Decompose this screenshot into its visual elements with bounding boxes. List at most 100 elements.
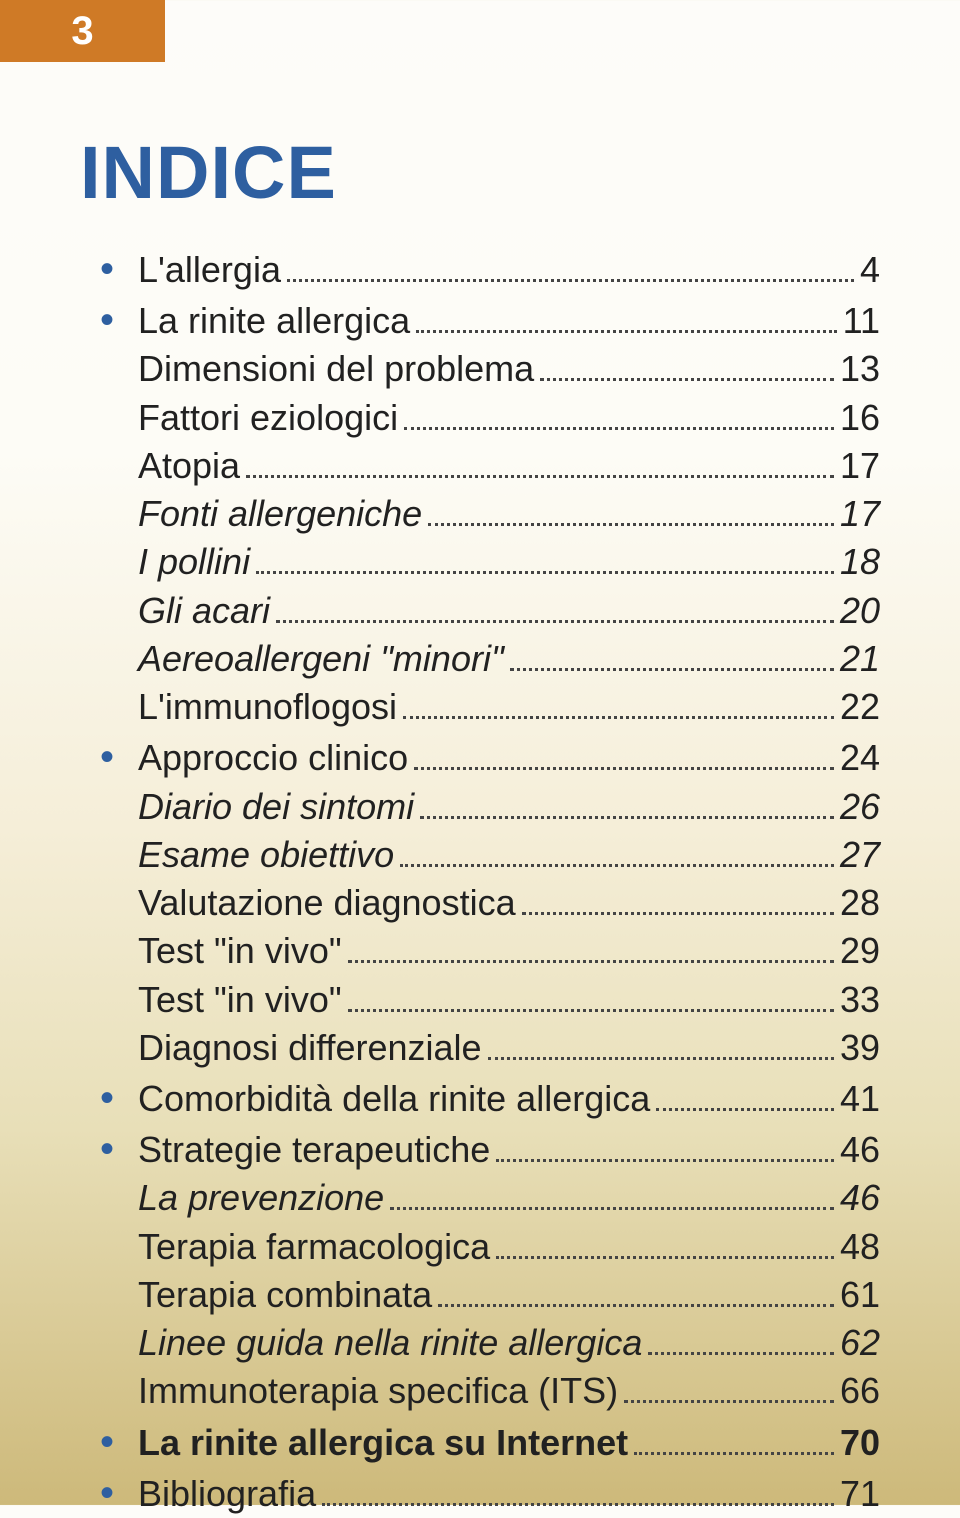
- toc-page-number: 61: [840, 1271, 880, 1319]
- toc-label: Fonti allergeniche: [138, 490, 422, 538]
- toc-leader-dots: [416, 330, 836, 333]
- toc-label: Aereoallergeni "minori": [138, 635, 504, 683]
- toc-page-number: 46: [840, 1174, 880, 1222]
- toc-label: Valutazione diagnostica: [138, 879, 516, 927]
- toc-page-number: 13: [840, 345, 880, 393]
- toc-page-number: 18: [840, 538, 880, 586]
- toc-entry: •Bibliografia 71: [80, 1467, 880, 1518]
- toc-entry: Dimensioni del problema 13: [80, 345, 880, 393]
- toc-page-number: 28: [840, 879, 880, 927]
- toc-entry: Linee guida nella rinite allergica 62: [80, 1319, 880, 1367]
- toc-entry: La prevenzione 46: [80, 1174, 880, 1222]
- toc-entry: I pollini 18: [80, 538, 880, 586]
- toc-leader-dots: [256, 571, 834, 574]
- toc-entry: Test "in vivo" 29: [80, 927, 880, 975]
- toc-page-number: 62: [840, 1319, 880, 1367]
- toc-label: Atopia: [138, 442, 240, 490]
- toc-leader-dots: [438, 1304, 834, 1307]
- toc-leader-dots: [322, 1503, 834, 1506]
- toc-page-number: 29: [840, 927, 880, 975]
- toc-leader-dots: [648, 1352, 834, 1355]
- toc-leader-dots: [348, 1009, 834, 1012]
- toc-label: La rinite allergica: [138, 297, 410, 345]
- toc-page-number: 66: [840, 1367, 880, 1415]
- toc-entry: Fonti allergeniche 17: [80, 490, 880, 538]
- toc-leader-dots: [488, 1057, 834, 1060]
- page-number: 3: [71, 9, 93, 54]
- toc-label: Esame obiettivo: [138, 831, 394, 879]
- toc-entry: Terapia combinata61: [80, 1271, 880, 1319]
- toc-entry: Diagnosi differenziale 39: [80, 1024, 880, 1072]
- bullet-icon: •: [80, 731, 138, 777]
- table-of-contents: •L'allergia4•La rinite allergica11Dimens…: [80, 243, 880, 1518]
- toc-label: Gli acari: [138, 587, 270, 635]
- toc-entry: •Approccio clinico 24: [80, 731, 880, 782]
- toc-label: Dimensioni del problema: [138, 345, 534, 393]
- toc-page-number: 17: [840, 442, 880, 490]
- toc-entry: Fattori eziologici16: [80, 394, 880, 442]
- toc-leader-dots: [246, 475, 834, 478]
- toc-leader-dots: [496, 1256, 834, 1259]
- toc-entry: •Strategie terapeutiche46: [80, 1123, 880, 1174]
- toc-leader-dots: [510, 668, 834, 671]
- toc-page-number: 20: [840, 587, 880, 635]
- toc-entry: Terapia farmacologica 48: [80, 1223, 880, 1271]
- toc-entry: •La rinite allergica su Internet70: [80, 1416, 880, 1467]
- toc-label: Diario dei sintomi: [138, 783, 414, 831]
- toc-page-number: 41: [840, 1075, 880, 1123]
- toc-label: L'immunoflogosi: [138, 683, 397, 731]
- toc-entry: Diario dei sintomi 26: [80, 783, 880, 831]
- toc-leader-dots: [540, 378, 834, 381]
- toc-leader-dots: [390, 1207, 834, 1210]
- toc-leader-dots: [522, 912, 834, 915]
- toc-page-number: 26: [840, 783, 880, 831]
- toc-entry: •La rinite allergica 11: [80, 294, 880, 345]
- toc-entry: •L'allergia 4: [80, 243, 880, 294]
- toc-page-number: 22: [840, 683, 880, 731]
- toc-entry: L'immunoflogosi 22: [80, 683, 880, 731]
- page-number-tab: 3: [0, 0, 165, 62]
- toc-page-number: 48: [840, 1223, 880, 1271]
- toc-leader-dots: [656, 1108, 834, 1111]
- bullet-icon: •: [80, 1416, 138, 1462]
- toc-page-number: 71: [840, 1470, 880, 1518]
- content-area: INDICE •L'allergia4•La rinite allergica1…: [80, 130, 880, 1518]
- toc-label: Immunoterapia specifica (ITS): [138, 1367, 618, 1415]
- toc-page-number: 21: [840, 635, 880, 683]
- page-title: INDICE: [80, 130, 880, 215]
- toc-label: I pollini: [138, 538, 250, 586]
- toc-entry: •Comorbidità della rinite allergica41: [80, 1072, 880, 1123]
- toc-entry: Atopia 17: [80, 442, 880, 490]
- toc-leader-dots: [403, 716, 834, 719]
- toc-leader-dots: [420, 816, 834, 819]
- bullet-icon: •: [80, 1467, 138, 1513]
- toc-label: Diagnosi differenziale: [138, 1024, 482, 1072]
- toc-page-number: 24: [840, 734, 880, 782]
- toc-label: Bibliografia: [138, 1470, 316, 1518]
- toc-leader-dots: [496, 1159, 834, 1162]
- toc-label: Linee guida nella rinite allergica: [138, 1319, 642, 1367]
- toc-leader-dots: [428, 523, 834, 526]
- toc-label: L'allergia: [138, 246, 281, 294]
- toc-entry: Immunoterapia specifica (ITS) 66: [80, 1367, 880, 1415]
- toc-entry: Esame obiettivo 27: [80, 831, 880, 879]
- toc-leader-dots: [414, 767, 834, 770]
- toc-page-number: 17: [840, 490, 880, 538]
- toc-leader-dots: [404, 427, 834, 430]
- toc-page-number: 70: [840, 1419, 880, 1467]
- toc-label: Test "in vivo": [138, 927, 342, 975]
- toc-label: Fattori eziologici: [138, 394, 398, 442]
- bullet-icon: •: [80, 294, 138, 340]
- toc-page-number: 11: [843, 297, 880, 345]
- toc-label: Terapia farmacologica: [138, 1223, 490, 1271]
- bullet-icon: •: [80, 1072, 138, 1118]
- toc-page-number: 27: [840, 831, 880, 879]
- toc-page-number: 4: [860, 246, 880, 294]
- toc-page-number: 39: [840, 1024, 880, 1072]
- toc-label: La prevenzione: [138, 1174, 384, 1222]
- bullet-icon: •: [80, 243, 138, 289]
- toc-page-number: 33: [840, 976, 880, 1024]
- toc-label: Approccio clinico: [138, 734, 408, 782]
- toc-page-number: 46: [840, 1126, 880, 1174]
- toc-entry: Valutazione diagnostica 28: [80, 879, 880, 927]
